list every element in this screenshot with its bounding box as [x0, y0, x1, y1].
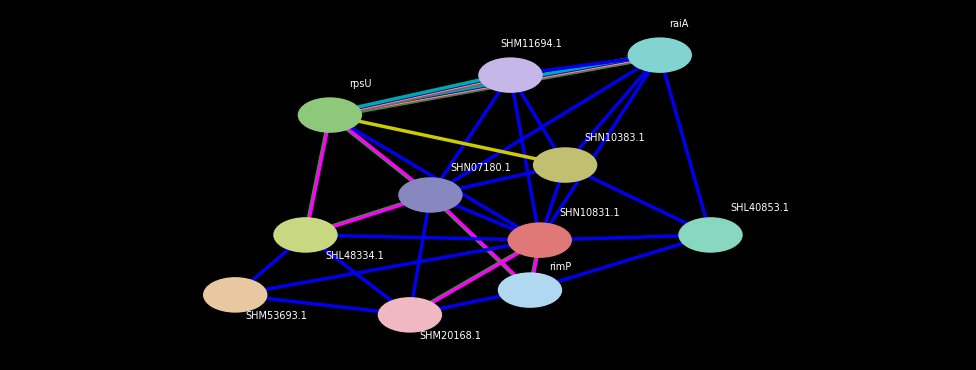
Text: SHM20168.1: SHM20168.1	[420, 331, 481, 341]
Text: raiA: raiA	[670, 19, 689, 29]
Text: SHL40853.1: SHL40853.1	[730, 203, 789, 213]
Ellipse shape	[273, 217, 338, 253]
Ellipse shape	[498, 272, 562, 308]
Ellipse shape	[628, 37, 692, 73]
Ellipse shape	[378, 297, 442, 333]
Text: rimP: rimP	[549, 262, 572, 272]
Text: SHL48334.1: SHL48334.1	[325, 251, 384, 261]
Ellipse shape	[508, 222, 572, 258]
Ellipse shape	[203, 277, 267, 313]
Text: SHM11694.1: SHM11694.1	[501, 39, 562, 49]
Ellipse shape	[533, 147, 597, 183]
Ellipse shape	[678, 217, 743, 253]
Ellipse shape	[478, 57, 543, 93]
Text: rpsU: rpsU	[349, 79, 372, 89]
Ellipse shape	[398, 177, 463, 213]
Text: SHM53693.1: SHM53693.1	[245, 311, 306, 321]
Ellipse shape	[298, 97, 362, 133]
Text: SHN10831.1: SHN10831.1	[559, 208, 620, 218]
Text: SHN10383.1: SHN10383.1	[585, 133, 645, 143]
Text: SHN07180.1: SHN07180.1	[450, 163, 510, 173]
